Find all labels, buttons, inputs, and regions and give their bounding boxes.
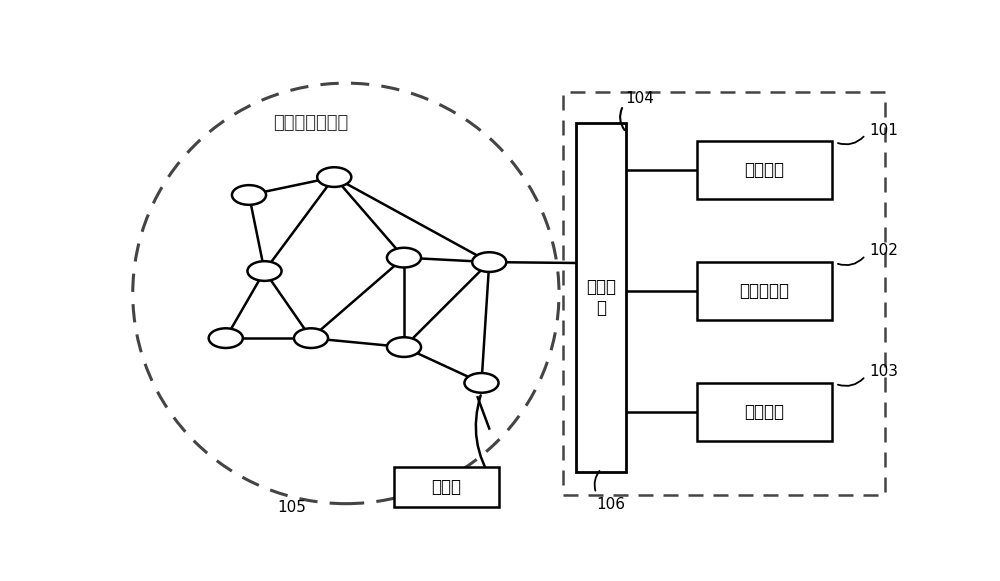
Text: 106: 106 xyxy=(596,497,625,512)
Text: 确认模块: 确认模块 xyxy=(744,403,784,421)
Polygon shape xyxy=(697,141,832,199)
Circle shape xyxy=(247,261,282,281)
Text: 101: 101 xyxy=(869,123,898,138)
Polygon shape xyxy=(697,383,832,441)
Circle shape xyxy=(387,337,421,357)
Text: 采集设备: 采集设备 xyxy=(744,162,784,180)
Text: 用户认证端: 用户认证端 xyxy=(739,282,789,300)
Text: 103: 103 xyxy=(869,364,898,379)
Circle shape xyxy=(294,328,328,348)
Text: 102: 102 xyxy=(869,243,898,259)
Text: 105: 105 xyxy=(277,500,306,515)
Circle shape xyxy=(317,167,351,187)
Circle shape xyxy=(232,185,266,205)
Circle shape xyxy=(209,328,243,348)
Circle shape xyxy=(387,248,421,267)
Text: 生成模
块: 生成模 块 xyxy=(586,278,616,317)
Circle shape xyxy=(464,373,499,393)
Text: 客户端: 客户端 xyxy=(432,478,462,496)
Polygon shape xyxy=(697,262,832,320)
Polygon shape xyxy=(576,123,626,472)
Text: 104: 104 xyxy=(625,91,654,106)
Circle shape xyxy=(472,252,506,272)
Polygon shape xyxy=(394,467,499,507)
Text: 区块链节点网络: 区块链节点网络 xyxy=(273,114,349,132)
